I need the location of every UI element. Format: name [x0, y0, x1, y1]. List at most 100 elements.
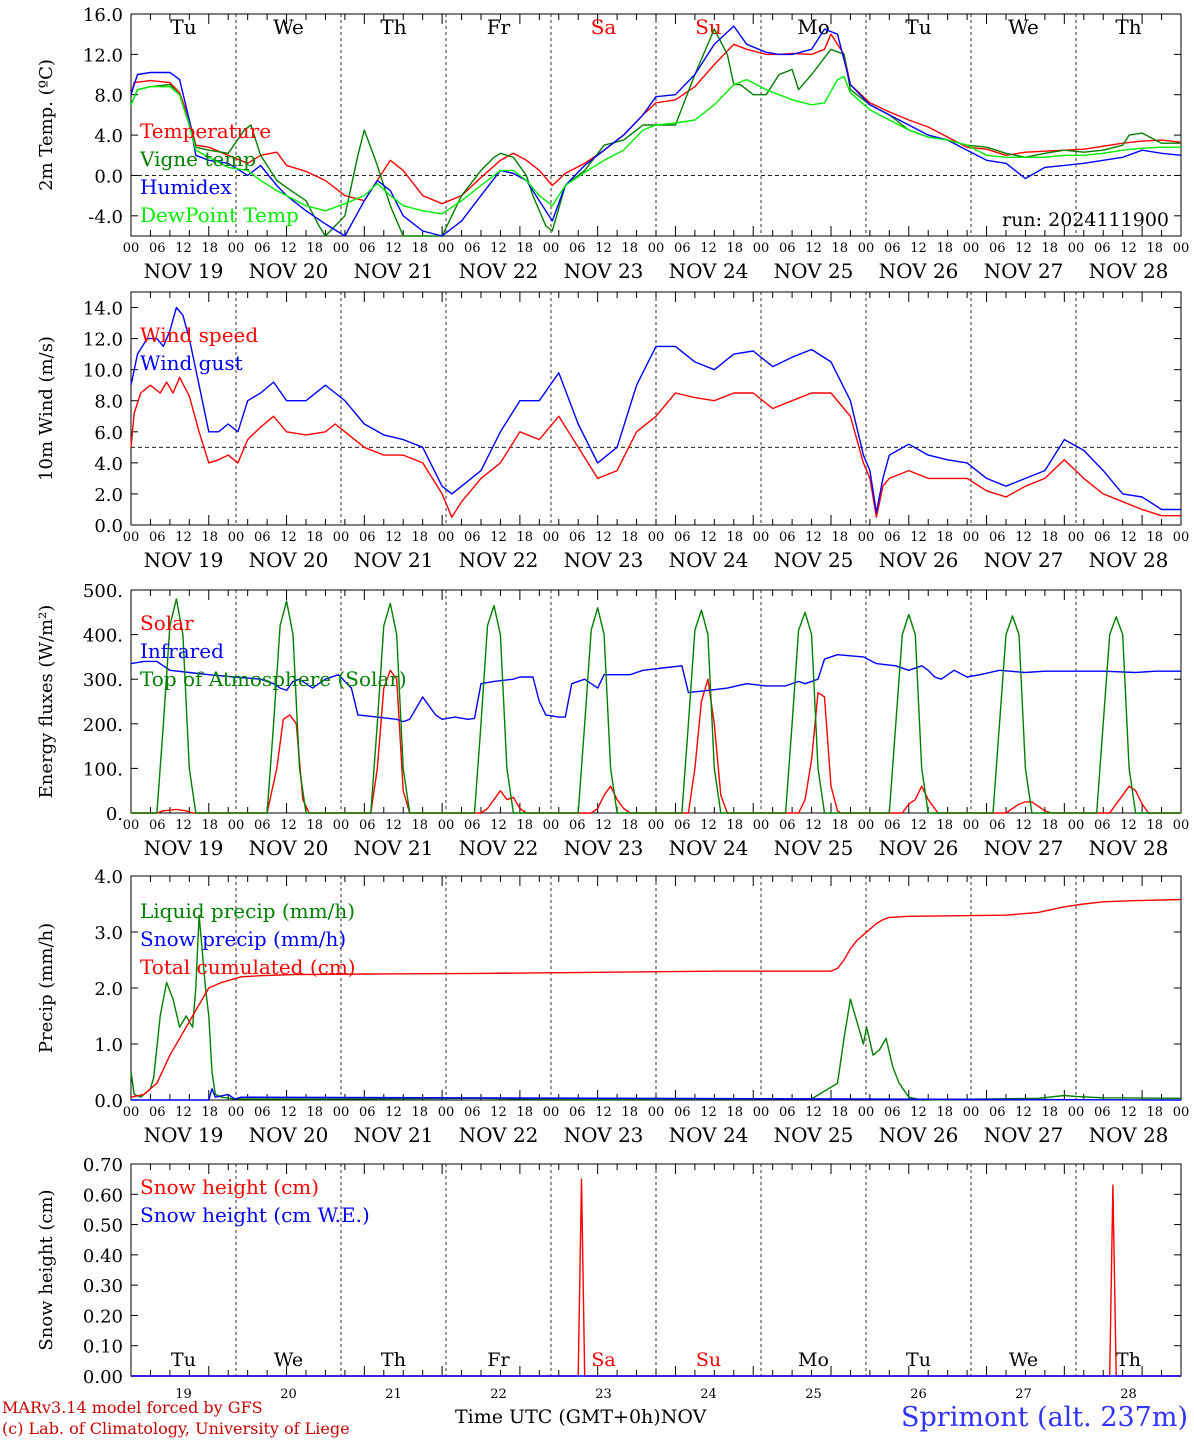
hour-tick-label: 00: [1068, 818, 1085, 833]
hour-tick-label: 06: [989, 530, 1006, 545]
hour-tick-label: 18: [726, 818, 743, 833]
hour-tick-label: 00: [648, 530, 665, 545]
hour-tick-label: 00: [543, 1105, 560, 1120]
hour-tick-label: 12: [280, 818, 297, 833]
series-line-infrared: [130, 654, 1181, 723]
hour-tick-label: 06: [569, 530, 586, 545]
y-axis-label: Snow height (cm): [36, 1189, 57, 1350]
hour-tick-label: 06: [464, 530, 481, 545]
date-label: NOV 23: [564, 548, 644, 572]
hour-tick-label: 12: [385, 1105, 402, 1120]
hour-tick-label: 06: [464, 818, 481, 833]
hour-tick-label: 12: [700, 530, 717, 545]
day-number-label: 26: [910, 1387, 927, 1402]
hour-tick-label: 18: [831, 530, 848, 545]
hour-tick-label: 00: [123, 818, 140, 833]
hour-tick-label: 12: [1015, 1105, 1032, 1120]
hour-tick-label: 00: [753, 241, 770, 256]
hour-tick-label: 06: [1094, 1105, 1111, 1120]
y-tick-label: 2.0: [94, 979, 123, 1000]
hour-tick-label: 18: [726, 241, 743, 256]
legend-entry: Liquid precip (mm/h): [140, 899, 355, 923]
date-label: NOV 22: [459, 836, 539, 860]
date-label: NOV 25: [774, 548, 854, 572]
hour-tick-label: 12: [1120, 1105, 1137, 1120]
legend-entry: Infrared: [140, 639, 224, 663]
weekday-label: We: [274, 1349, 303, 1371]
y-tick-label: 16.0: [83, 5, 123, 26]
hour-tick-label: 12: [490, 818, 507, 833]
date-label: NOV 24: [669, 259, 749, 283]
series-line-wind-gust: [130, 306, 1181, 514]
hour-tick-label: 06: [674, 1105, 691, 1120]
hour-tick-label: 18: [1041, 530, 1058, 545]
hour-tick-label: 12: [700, 1105, 717, 1120]
lab-credit: (c) Lab. of Climatology, University of L…: [2, 1419, 350, 1438]
hour-tick-label: 12: [490, 1105, 507, 1120]
hour-tick-label: 06: [779, 241, 796, 256]
hour-tick-label: 06: [989, 1105, 1006, 1120]
hour-tick-label: 00: [333, 241, 350, 256]
hour-tick-label: 00: [858, 818, 875, 833]
date-label: NOV 21: [354, 548, 434, 572]
weekday-label: Sa: [591, 1349, 615, 1371]
y-tick-label: 0.40: [83, 1246, 123, 1267]
y-tick-label: 500.: [83, 581, 123, 602]
hour-tick-label: 06: [149, 530, 166, 545]
hour-tick-label: 18: [1146, 241, 1163, 256]
hour-tick-label: 00: [963, 1105, 980, 1120]
hour-tick-label: 06: [989, 818, 1006, 833]
hour-tick-label: 06: [884, 241, 901, 256]
legend-entry: Snow height (cm W.E.): [140, 1203, 370, 1227]
hour-tick-label: 18: [621, 818, 638, 833]
hour-tick-label: 18: [516, 1105, 533, 1120]
hour-tick-label: 18: [726, 1105, 743, 1120]
hour-tick-label: 18: [621, 530, 638, 545]
hour-tick-label: 18: [621, 241, 638, 256]
legend-entry: Wind gust: [140, 351, 243, 375]
date-label: NOV 25: [774, 836, 854, 860]
date-label: NOV 23: [564, 1123, 644, 1147]
hour-tick-label: 00: [858, 1105, 875, 1120]
date-label: NOV 28: [1089, 836, 1169, 860]
hour-tick-label: 00: [648, 1105, 665, 1120]
series-line-total-cumulated-cm: [130, 898, 1182, 1098]
date-label: NOV 26: [879, 259, 959, 283]
series-line-snow-precip-mm-h: [131, 1088, 1182, 1101]
legend-entry: DewPoint Temp: [140, 203, 299, 227]
hour-tick-label: 06: [464, 241, 481, 256]
weekday-label: We: [1009, 1349, 1038, 1371]
weekday-label: Mo: [797, 15, 830, 39]
hour-tick-label: 18: [201, 241, 218, 256]
date-label: NOV 20: [249, 836, 329, 860]
hour-tick-label: 00: [228, 1105, 245, 1120]
y-tick-label: 6.0: [94, 423, 123, 444]
bottom-axis-title: Time UTC (GMT+0h)NOV: [455, 1406, 706, 1428]
hour-tick-label: 18: [1146, 530, 1163, 545]
day-number-label: 24: [700, 1387, 717, 1402]
y-tick-label: 300.: [83, 670, 123, 691]
date-label: NOV 25: [774, 1123, 854, 1147]
hour-tick-label: 06: [1094, 530, 1111, 545]
hour-tick-label: 18: [1146, 1105, 1163, 1120]
weekday-label: Th: [381, 1349, 406, 1371]
series-line-top-of-atmosphere-solar: [131, 598, 1181, 814]
hour-tick-label: 06: [779, 1105, 796, 1120]
date-label: NOV 27: [984, 259, 1064, 283]
hour-tick-label: 12: [175, 1105, 192, 1120]
date-label: NOV 19: [144, 259, 224, 283]
day-number-label: 23: [595, 1387, 612, 1402]
series-line-dewpoint-temp: [130, 75, 1181, 215]
y-tick-label: 0.00: [83, 1367, 123, 1388]
hour-tick-label: 12: [280, 530, 297, 545]
hour-tick-label: 12: [175, 818, 192, 833]
hour-tick-label: 12: [700, 818, 717, 833]
station-label: Sprimont (alt. 237m): [901, 1402, 1188, 1433]
weekday-label: Mo: [798, 1349, 829, 1371]
hour-tick-label: 06: [254, 241, 271, 256]
hour-tick-label: 12: [805, 241, 822, 256]
hour-tick-label: 06: [359, 818, 376, 833]
hour-tick-label: 12: [1120, 530, 1137, 545]
legend-entry: Vigne temp: [139, 147, 256, 171]
date-label: NOV 28: [1089, 259, 1169, 283]
